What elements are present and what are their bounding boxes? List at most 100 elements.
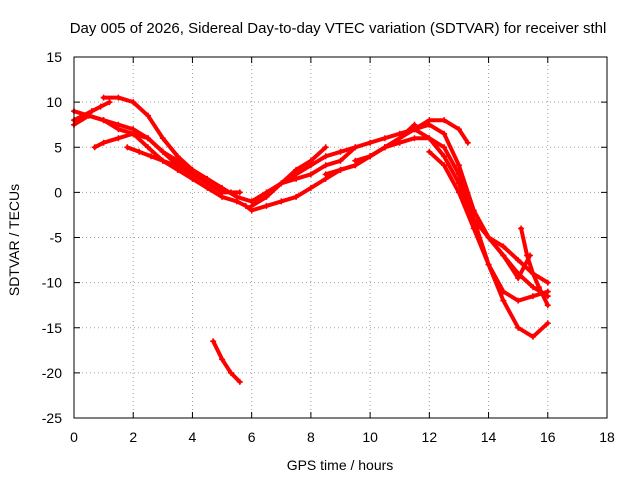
data-point	[248, 202, 255, 209]
data-point	[145, 112, 152, 119]
x-tick-label: 14	[481, 429, 497, 445]
data-point	[367, 153, 374, 160]
data-point	[233, 198, 240, 205]
data-point	[441, 144, 448, 151]
x-tick-label: 0	[70, 429, 78, 445]
series-sat-i	[278, 144, 359, 187]
data-point	[130, 130, 137, 137]
data-point	[500, 252, 507, 259]
y-axis-label: SDTVAR / TECUs	[6, 184, 22, 296]
data-point	[293, 166, 300, 173]
data-point	[278, 180, 285, 187]
data-point	[307, 171, 314, 178]
data-point	[426, 148, 433, 155]
series-sat-e	[71, 99, 113, 124]
data-point	[381, 144, 388, 151]
data-point	[293, 193, 300, 200]
data-point	[455, 189, 462, 196]
data-point	[124, 144, 131, 151]
data-point	[174, 153, 181, 160]
y-tick-label: -15	[42, 320, 62, 336]
data-point	[441, 130, 448, 137]
data-point	[227, 369, 234, 376]
data-point	[219, 189, 226, 196]
x-tick-label: 2	[129, 429, 137, 445]
y-tick-label: -5	[50, 230, 63, 246]
data-point	[544, 279, 551, 286]
x-axis-label: GPS time / hours	[287, 457, 394, 473]
data-point	[381, 135, 388, 142]
data-point	[219, 356, 226, 363]
data-point	[115, 126, 122, 133]
data-point	[159, 148, 166, 155]
x-tick-label: 4	[189, 429, 197, 445]
data-point	[242, 202, 249, 209]
series-sat-m	[426, 148, 551, 340]
data-point	[529, 270, 536, 277]
data-point	[307, 184, 314, 191]
x-tick-label: 8	[307, 429, 315, 445]
series-line	[101, 95, 225, 195]
data-point	[515, 297, 522, 304]
data-point	[441, 162, 448, 169]
data-point	[159, 135, 166, 142]
data-point	[524, 252, 531, 259]
data-point	[91, 144, 98, 151]
series-line	[486, 235, 532, 281]
data-point	[88, 108, 95, 115]
data-point	[515, 324, 522, 331]
chart-title: Day 005 of 2026, Sidereal Day-to-day VTE…	[70, 20, 607, 37]
series-line	[211, 339, 242, 384]
data-point	[278, 198, 285, 205]
data-point	[464, 139, 471, 146]
data-point	[544, 302, 551, 309]
data-point	[307, 157, 314, 164]
y-tick-label: 15	[46, 49, 62, 65]
data-point	[100, 94, 107, 101]
data-point	[322, 144, 329, 151]
data-point	[441, 117, 448, 124]
data-point	[411, 135, 418, 142]
series-sat-o	[518, 225, 551, 309]
data-point	[500, 243, 507, 250]
data-point	[500, 297, 507, 304]
grid-lines	[74, 57, 607, 418]
data-point	[544, 288, 551, 295]
data-point	[115, 135, 122, 142]
data-point	[515, 275, 522, 282]
data-point	[485, 234, 492, 241]
series-layer	[71, 94, 551, 385]
data-point	[293, 175, 300, 182]
series-line	[249, 145, 328, 208]
data-point	[441, 153, 448, 160]
series-sat-p	[210, 338, 243, 385]
y-tick-label: -25	[42, 410, 62, 426]
x-tick-label: 16	[540, 429, 556, 445]
data-point	[100, 117, 107, 124]
data-point	[322, 162, 329, 169]
data-point	[529, 293, 536, 300]
series-sat-f	[124, 144, 202, 178]
data-point	[337, 148, 344, 155]
data-point	[210, 338, 217, 345]
y-tick-label: -10	[42, 275, 62, 291]
data-point	[136, 148, 143, 155]
plot-frame	[73, 56, 608, 419]
data-point	[106, 99, 113, 106]
data-point	[159, 157, 166, 164]
data-point	[322, 171, 329, 178]
y-tick-label: 10	[46, 94, 62, 110]
data-point	[236, 189, 243, 196]
data-point	[145, 144, 152, 151]
data-point	[115, 94, 122, 101]
x-tick-label: 18	[599, 429, 615, 445]
y-tick-label: 5	[54, 139, 62, 155]
data-point	[204, 180, 211, 187]
data-point	[470, 225, 477, 232]
data-point	[455, 126, 462, 133]
data-point	[100, 139, 107, 146]
data-point	[529, 284, 536, 291]
data-point	[97, 103, 104, 110]
x-tick-label: 12	[422, 429, 438, 445]
data-point	[236, 378, 243, 385]
